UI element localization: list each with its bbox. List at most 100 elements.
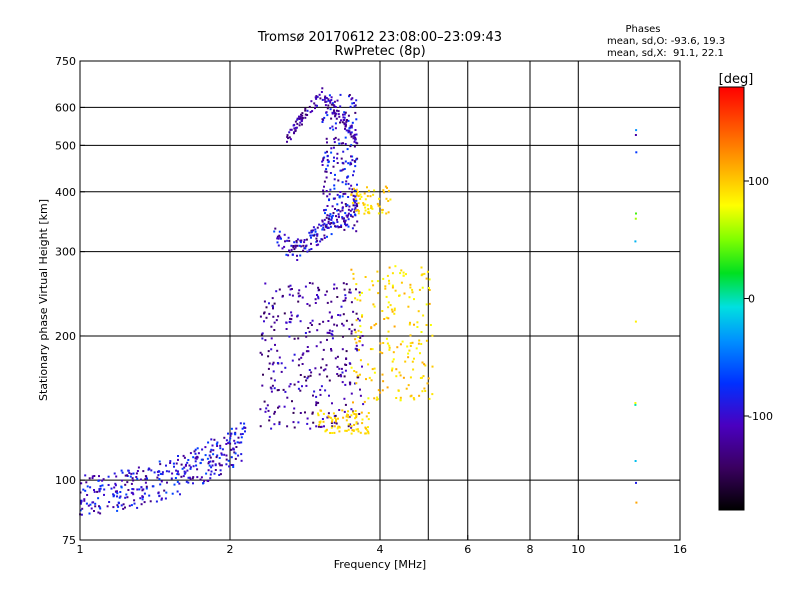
data-point [343, 116, 346, 119]
data-point [318, 373, 321, 376]
data-point [379, 391, 382, 394]
data-point [337, 110, 340, 113]
data-point [356, 183, 358, 186]
data-point [333, 431, 336, 434]
data-point [176, 490, 179, 493]
data-point [300, 245, 303, 248]
data-point [366, 186, 368, 189]
data-point [304, 411, 306, 414]
data-point [161, 471, 164, 474]
data-point [273, 412, 276, 415]
data-point [413, 357, 415, 360]
data-point [431, 334, 434, 337]
data-point [294, 120, 297, 123]
data-point [328, 329, 331, 332]
data-point [355, 118, 358, 121]
data-point [635, 129, 638, 132]
data-point [112, 506, 115, 509]
data-point [351, 188, 354, 191]
colorbar-tick-label: -100 [748, 410, 773, 423]
data-point [394, 289, 397, 292]
data-point [204, 446, 207, 449]
data-point [265, 306, 268, 309]
data-point [97, 511, 100, 514]
data-point [304, 107, 307, 110]
data-point [292, 411, 295, 414]
data-point [387, 189, 390, 192]
data-point [235, 427, 238, 430]
data-point [357, 195, 360, 198]
legend-title: Phases [625, 24, 660, 35]
data-point [347, 196, 350, 198]
data-point [141, 489, 144, 492]
data-point [288, 335, 291, 338]
data-point [227, 459, 230, 462]
data-point [267, 355, 270, 358]
data-point [355, 416, 358, 419]
data-point [351, 208, 354, 211]
data-point [317, 414, 320, 417]
data-point [425, 339, 428, 342]
data-point [97, 479, 100, 482]
data-point [341, 206, 344, 209]
data-point [261, 337, 264, 340]
data-point [201, 448, 204, 451]
data-point [361, 314, 364, 317]
data-point [233, 451, 236, 454]
data-point [344, 127, 346, 130]
data-point [220, 453, 223, 456]
data-point [171, 472, 174, 475]
data-point [367, 418, 370, 421]
data-point [370, 327, 373, 330]
data-point [176, 480, 179, 483]
data-point [353, 413, 356, 415]
data-point [305, 238, 308, 241]
data-point [88, 512, 91, 515]
data-point [345, 129, 348, 132]
data-point [82, 488, 85, 491]
data-point [220, 452, 223, 455]
data-point [398, 294, 400, 297]
data-point [343, 168, 346, 170]
data-point [422, 375, 425, 378]
data-point [335, 420, 337, 423]
data-point [406, 345, 409, 348]
data-point [376, 398, 379, 401]
data-point [225, 458, 228, 461]
data-point [98, 505, 100, 508]
data-point [356, 142, 359, 145]
data-point [140, 503, 143, 506]
data-point [408, 349, 411, 352]
data-point [309, 111, 312, 114]
data-point [311, 282, 314, 285]
data-point [330, 96, 333, 99]
data-point [400, 269, 403, 272]
data-point [141, 496, 144, 499]
data-point [371, 348, 374, 351]
data-point [159, 473, 162, 475]
data-point [88, 477, 91, 480]
data-point [243, 426, 246, 429]
data-point [297, 380, 300, 383]
data-point [386, 342, 389, 345]
data-point [166, 481, 168, 484]
data-point [353, 135, 356, 138]
data-point [388, 266, 391, 269]
data-point [200, 476, 203, 479]
data-point [322, 159, 325, 162]
data-point [352, 204, 355, 207]
data-point [332, 221, 335, 224]
data-point [136, 477, 139, 480]
data-point [379, 351, 382, 354]
data-point [207, 480, 210, 482]
data-point [310, 371, 313, 374]
data-point [312, 421, 315, 424]
data-point [189, 478, 192, 481]
data-point [290, 128, 293, 131]
data-point [101, 484, 104, 487]
data-point [378, 197, 381, 200]
data-point [271, 384, 274, 387]
data-point [194, 448, 197, 451]
data-point [298, 124, 301, 127]
data-point [212, 453, 215, 456]
